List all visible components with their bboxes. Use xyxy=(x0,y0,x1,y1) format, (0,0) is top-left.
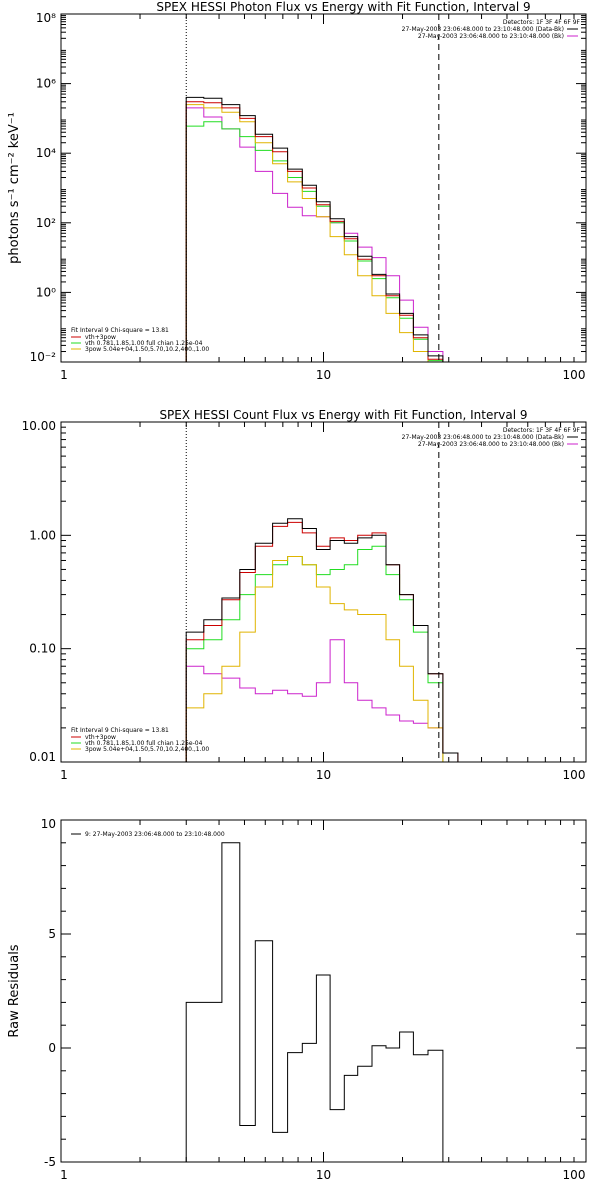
plot-title: SPEX HESSI Count Flux vs Energy with Fit… xyxy=(159,408,527,422)
fit-legend-text: 3pow 5.04e+04,1.50,5.70,10.2,400.,1.00 xyxy=(85,346,209,353)
series-total-line xyxy=(185,96,474,362)
x-tick-label: 1 xyxy=(60,368,68,382)
plot-panel-3: Raw Residuals 1 10 100 -5 0 5 10 9: 27-May-2003 … xyxy=(7,817,587,1182)
series-total-line xyxy=(185,842,444,1162)
y-tick-label: 10⁻² xyxy=(30,350,57,364)
fit-legend-text: 3pow 5.04e+04,1.50,5.70,10.2,400.,1.00 xyxy=(85,746,209,753)
x-tick-label: 100 xyxy=(563,768,586,782)
x-tick-label: 1 xyxy=(60,1168,68,1182)
plot-data-area xyxy=(185,842,444,1162)
x-tick-label: 10 xyxy=(316,1168,331,1182)
legend-entry-text: 27-May-2003 23:06:48.000 to 23:10:48.000… xyxy=(402,434,564,441)
series-total-line xyxy=(185,518,459,762)
plot-data-area xyxy=(185,96,474,362)
x-tick-label: 10 xyxy=(316,368,331,382)
y-tick-label: 10² xyxy=(36,216,56,230)
detectors-label: Detectors: 1F 3F 4F 6F 9F xyxy=(503,19,581,26)
y-tick-label: 10⁰ xyxy=(36,285,56,299)
y-tick-label: 0.01 xyxy=(29,750,56,764)
y-tick-label: 10⁴ xyxy=(36,146,56,160)
detectors-label: Detectors: 1F 3F 4F 6F 9F xyxy=(503,427,581,434)
series-vth_line-line xyxy=(185,121,474,362)
series-vth-line xyxy=(185,521,459,762)
plot-frame xyxy=(60,819,587,1163)
fit-legend-text: vth 0.781,1.85,1.00 full chian 1.25e-04 xyxy=(85,340,203,347)
series-vth_line-line xyxy=(185,545,458,762)
legend-entry-text: 27-May-2003 23:06:48.000 to 23:10:48.000… xyxy=(402,26,564,33)
x-tick-label: 100 xyxy=(563,1168,586,1182)
plot-title: SPEX HESSI Photon Flux vs Energy with Fi… xyxy=(156,0,530,14)
x-tick-label: 10 xyxy=(316,768,331,782)
fit-legend-text: vth+3pow xyxy=(85,334,116,341)
y-tick-label: -5 xyxy=(44,1155,56,1169)
x-tick-label: 1 xyxy=(60,768,68,782)
series-bpow-line xyxy=(185,556,458,762)
fit-legend-text: vth+3pow xyxy=(85,734,116,741)
x-tick-label: 100 xyxy=(563,368,586,382)
legend-entry-text: 27-May-2003 23:06:48.000 to 23:10:48.000… xyxy=(418,441,564,448)
y-axis-label: Raw Residuals xyxy=(7,944,22,1037)
fit-legend-text: vth 0.781,1.85,1.00 full chian 1.25e-04 xyxy=(85,740,203,747)
series-bk-line xyxy=(185,639,458,762)
y-tick-label: 0 xyxy=(48,1041,56,1055)
y-tick-label: 10⁸ xyxy=(36,11,56,25)
plot-panel-1: SPEX HESSI Photon Flux vs Energy with Fi… xyxy=(7,0,587,382)
y-tick-label: 0.10 xyxy=(29,642,56,656)
plot-frame xyxy=(60,13,587,363)
plot-panel-2: SPEX HESSI Count Flux vs Energy with Fit… xyxy=(22,408,587,782)
y-tick-label: 10⁶ xyxy=(36,77,56,91)
y-tick-label: 1.00 xyxy=(29,528,56,542)
series-bk-line xyxy=(185,107,474,362)
series-bpow-line xyxy=(185,104,474,362)
fit-header: Fit Interval 9 Chi-square = 13.81 xyxy=(71,327,169,334)
y-tick-label: 10 xyxy=(41,817,56,831)
fit-header: Fit Interval 9 Chi-square = 13.81 xyxy=(71,727,169,734)
plot-frame xyxy=(60,421,587,763)
y-tick-label: 5 xyxy=(48,927,56,941)
y-tick-label: 10.00 xyxy=(22,419,56,433)
legend-entry-text: 9: 27-May-2003 23:06:48.000 to 23:10:48.… xyxy=(85,831,225,838)
plot-data-area xyxy=(185,518,459,762)
series-vth-line xyxy=(185,101,474,362)
legend-entry-text: 27-May-2003 23:06:48.000 to 23:10:48.000… xyxy=(418,33,564,40)
y-axis-label: photons s⁻¹ cm⁻² keV⁻¹ xyxy=(7,112,22,264)
